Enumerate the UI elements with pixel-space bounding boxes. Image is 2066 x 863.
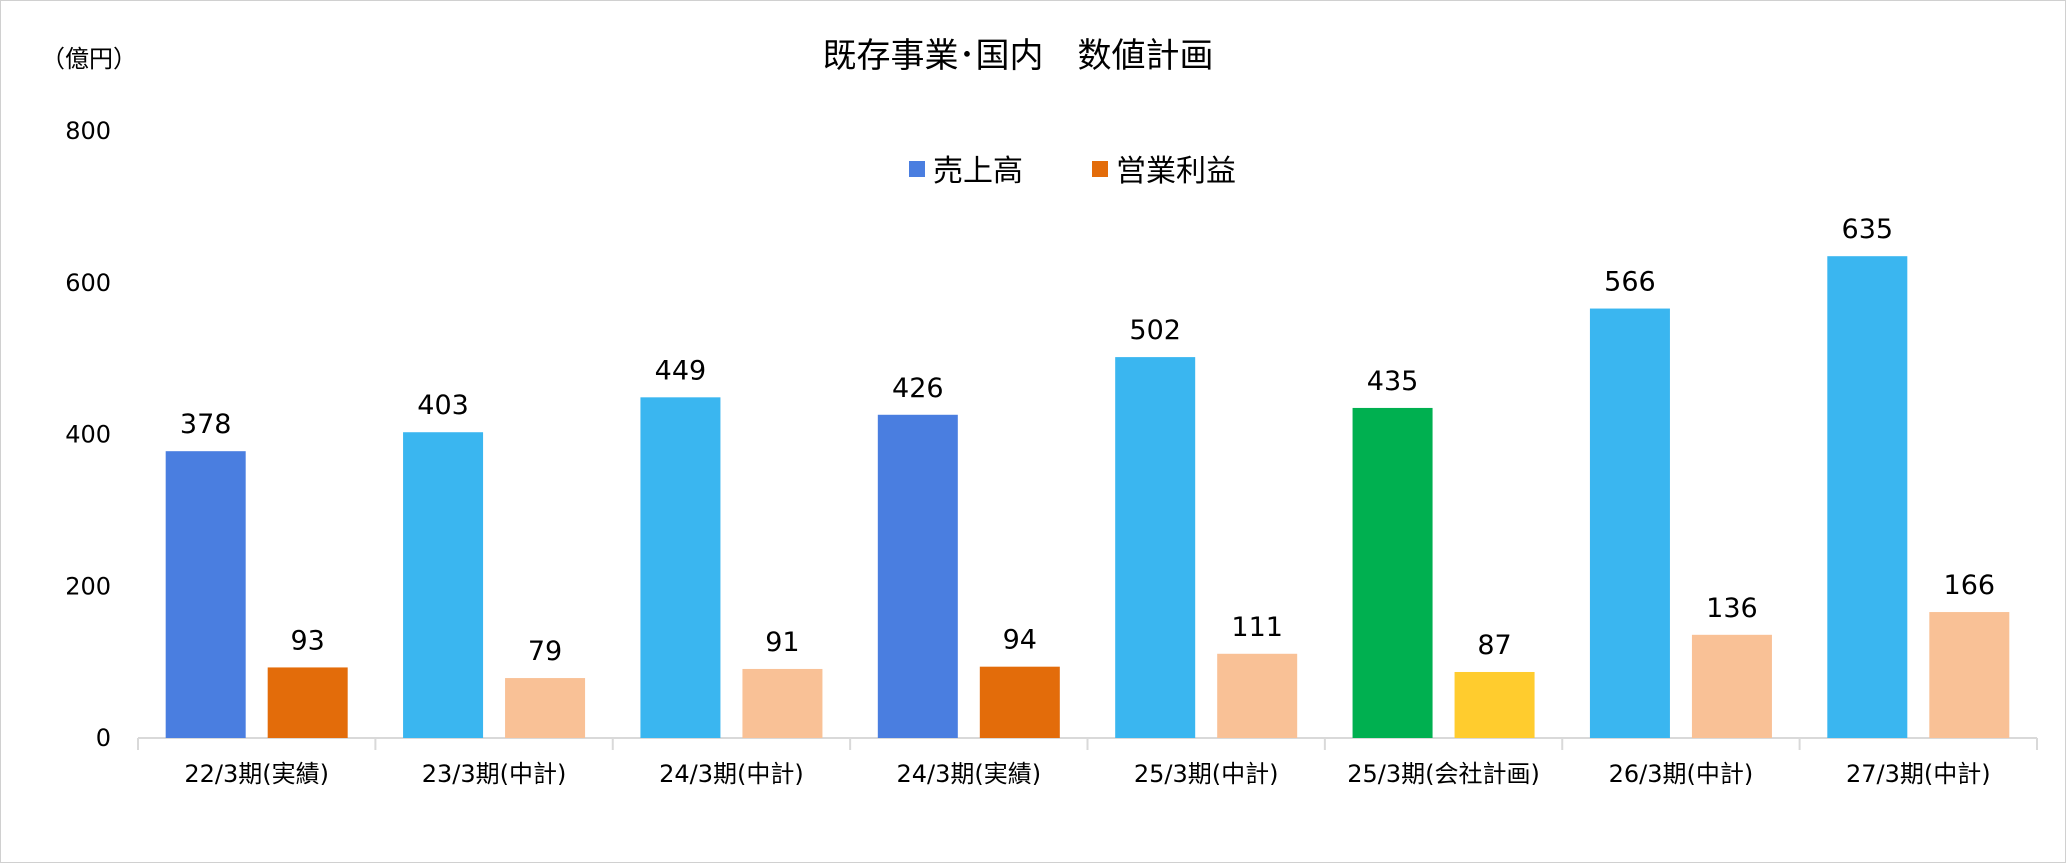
- data-label-operating-profit-5: 87: [1477, 630, 1511, 661]
- bar-operating-profit-7: [1929, 612, 2010, 738]
- category-label-4: 25/3期(中計): [1134, 760, 1279, 788]
- data-label-sales-5: 435: [1367, 366, 1419, 397]
- y-axis: 0 200 400 600 800: [65, 117, 111, 752]
- legend-swatch-operating-profit: [1092, 161, 1108, 177]
- data-label-operating-profit-2: 91: [765, 627, 799, 658]
- category-label-2: 24/3期(中計): [659, 760, 804, 788]
- data-label-sales-1: 403: [417, 390, 469, 421]
- data-label-sales-3: 426: [892, 373, 944, 404]
- bar-sales-1: [403, 432, 484, 738]
- legend-swatch-sales: [909, 161, 925, 177]
- y-tick-label: 600: [65, 269, 111, 297]
- bar-sales-5: [1352, 407, 1433, 738]
- bars: [165, 256, 2010, 738]
- data-label-sales-0: 378: [180, 409, 232, 440]
- data-label-sales-7: 635: [1842, 214, 1894, 245]
- legend: 売上高 営業利益: [909, 154, 1236, 189]
- bar-operating-profit-6: [1691, 634, 1772, 738]
- category-label-0: 22/3期(実績): [184, 760, 329, 788]
- data-label-sales-6: 566: [1604, 267, 1656, 298]
- bar-operating-profit-1: [505, 678, 586, 738]
- data-label-sales-4: 502: [1129, 315, 1181, 346]
- bar-operating-profit-0: [267, 667, 348, 738]
- category-label-3: 24/3期(実績): [897, 760, 1042, 788]
- legend-label-sales: 売上高: [933, 154, 1023, 189]
- bar-sales-7: [1827, 256, 1908, 738]
- bar-sales-6: [1589, 308, 1670, 738]
- y-tick-label: 400: [65, 421, 111, 449]
- bar-operating-profit-3: [979, 666, 1060, 738]
- data-label-operating-profit-7: 166: [1944, 570, 1996, 601]
- data-label-operating-profit-3: 94: [1003, 625, 1037, 656]
- data-labels: 378 93 403 79 449 91 426 94 502 111 435 87 566 136 635…: [180, 214, 1995, 667]
- bar-sales-3: [877, 414, 958, 738]
- category-label-1: 23/3期(中計): [422, 760, 567, 788]
- bar-operating-profit-5: [1454, 671, 1535, 738]
- category-labels: 22/3期(実績) 23/3期(中計) 24/3期(中計) 24/3期(実績) 25/3…: [184, 760, 1990, 788]
- legend-label-operating-profit: 営業利益: [1116, 154, 1236, 189]
- data-label-operating-profit-4: 111: [1231, 612, 1283, 643]
- data-label-sales-2: 449: [655, 355, 707, 386]
- bar-sales-2: [640, 397, 721, 738]
- bar-operating-profit-4: [1217, 653, 1298, 738]
- bar-operating-profit-2: [742, 668, 823, 738]
- category-label-6: 26/3期(中計): [1609, 760, 1754, 788]
- unit-label: （億円）: [41, 45, 137, 73]
- data-label-operating-profit-1: 79: [528, 636, 562, 667]
- chart-title: 既存事業･国内 数値計画: [823, 36, 1214, 76]
- bar-sales-4: [1115, 357, 1196, 738]
- bar-sales-0: [165, 451, 246, 738]
- category-label-7: 27/3期(中計): [1846, 760, 1991, 788]
- y-tick-label: 200: [65, 572, 111, 600]
- y-tick-label: 800: [65, 117, 111, 145]
- x-axis-ticks: [137, 738, 2038, 750]
- data-label-operating-profit-6: 136: [1706, 593, 1758, 624]
- data-label-operating-profit-0: 93: [291, 625, 325, 656]
- y-tick-label: 0: [96, 724, 111, 752]
- category-label-5: 25/3期(会社計画): [1347, 760, 1540, 788]
